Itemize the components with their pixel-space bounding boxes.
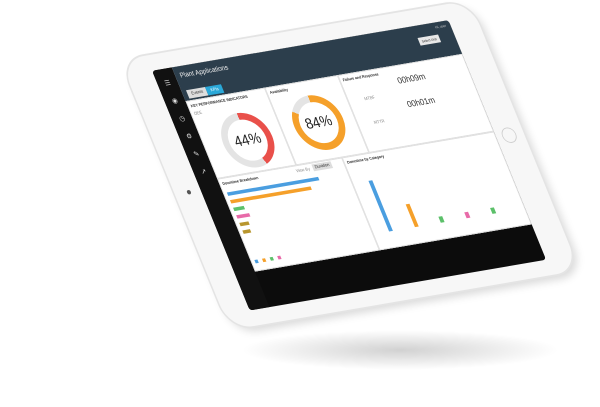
home-button[interactable] (499, 126, 520, 144)
breakdown-bar (242, 229, 251, 234)
tab-kpis[interactable]: KPIs (205, 84, 225, 96)
category-bar (368, 180, 393, 232)
oee-label: OEE (193, 110, 204, 117)
oee-value: 44% (221, 116, 275, 164)
tablet-device: ☰ ◉ ◷ ⚙ ✎ ↗ Plant Applications Hi, user … (120, 0, 580, 331)
screen: ☰ ◉ ◷ ⚙ ✎ ↗ Plant Applications Hi, user … (152, 20, 547, 311)
category-bar (489, 207, 497, 214)
category-bar (464, 211, 471, 219)
gear-icon[interactable]: ⚙ (184, 131, 194, 141)
camera (186, 189, 192, 195)
mttr-label: MTTR (373, 118, 386, 126)
dashboard-icon[interactable]: ◉ (170, 96, 180, 105)
menu-icon[interactable]: ☰ (163, 78, 172, 88)
category-bar (405, 203, 419, 228)
tablet-shadow (240, 330, 560, 370)
legend (254, 255, 283, 264)
category-bar (438, 215, 445, 223)
mtbf-label: MTBF (363, 95, 376, 102)
breakdown-bar (239, 221, 250, 227)
breakdown-bar (236, 213, 251, 219)
edit-icon[interactable]: ✎ (192, 149, 201, 159)
unit-dropdown[interactable]: Select Unit (417, 34, 442, 46)
mttr-value: 00h01m (405, 95, 437, 110)
clock-icon[interactable]: ◷ (177, 114, 187, 123)
chart-icon[interactable]: ↗ (199, 167, 208, 176)
app-title: Plant Applications (178, 63, 230, 80)
availability-gauge: 84% (283, 91, 355, 154)
user-menu[interactable]: Hi, user (434, 23, 447, 30)
breakdown-bar (233, 205, 246, 212)
availability-value: 84% (292, 99, 346, 146)
oee-gauge: 44% (212, 108, 284, 172)
